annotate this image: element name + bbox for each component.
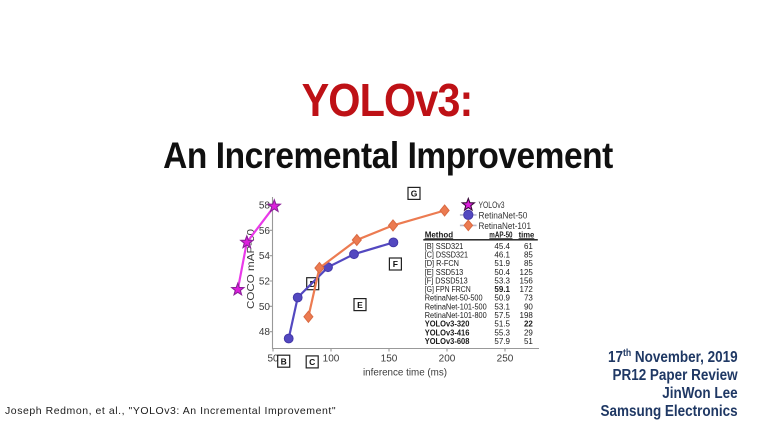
svg-text:198: 198 <box>520 311 534 320</box>
svg-text:B: B <box>281 356 287 366</box>
svg-text:45.4: 45.4 <box>494 242 510 251</box>
svg-text:50: 50 <box>259 302 271 313</box>
svg-text:50: 50 <box>267 354 279 365</box>
svg-text:51.9: 51.9 <box>494 259 510 268</box>
svg-text:46.1: 46.1 <box>494 251 510 260</box>
svg-text:Method: Method <box>425 230 454 239</box>
svg-text:YOLOv3: YOLOv3 <box>479 200 505 210</box>
svg-text:time: time <box>519 230 535 239</box>
svg-text:250: 250 <box>497 354 514 365</box>
svg-text:COCO mAP-50: COCO mAP-50 <box>245 229 257 309</box>
svg-text:[B] SSD321: [B] SSD321 <box>425 242 464 251</box>
svg-text:100: 100 <box>323 354 340 365</box>
svg-text:[F] DSSD513: [F] DSSD513 <box>425 277 468 286</box>
svg-text:50.4: 50.4 <box>494 268 510 277</box>
svg-text:C: C <box>309 357 315 367</box>
svg-text:53.3: 53.3 <box>494 277 510 286</box>
svg-text:YOLOv3-320: YOLOv3-320 <box>425 320 470 329</box>
svg-text:RetinaNet-50: RetinaNet-50 <box>479 210 528 220</box>
svg-text:YOLOv3-416: YOLOv3-416 <box>425 328 470 337</box>
svg-text:61: 61 <box>524 242 533 251</box>
svg-text:150: 150 <box>381 354 398 365</box>
svg-text:YOLOv3-608: YOLOv3-608 <box>425 337 470 346</box>
svg-text:E: E <box>357 300 363 310</box>
svg-text:55.3: 55.3 <box>494 328 510 337</box>
svg-text:RetinaNet-101-800: RetinaNet-101-800 <box>425 311 487 320</box>
svg-text:53.1: 53.1 <box>494 302 510 311</box>
svg-text:59.1: 59.1 <box>494 285 510 294</box>
svg-text:22: 22 <box>524 320 533 329</box>
svg-text:[C] DSSD321: [C] DSSD321 <box>425 251 469 260</box>
svg-text:[D] R-FCN: [D] R-FCN <box>425 259 460 268</box>
svg-text:172: 172 <box>520 285 534 294</box>
svg-text:125: 125 <box>520 268 534 277</box>
svg-text:RetinaNet-101: RetinaNet-101 <box>479 221 532 231</box>
svg-text:inference time (ms): inference time (ms) <box>363 367 447 379</box>
svg-text:RetinaNet-50-500: RetinaNet-50-500 <box>425 294 483 303</box>
svg-text:[E] SSD513: [E] SSD513 <box>425 268 464 277</box>
svg-text:50.9: 50.9 <box>494 294 510 303</box>
svg-text:85: 85 <box>524 251 533 260</box>
svg-text:54: 54 <box>259 251 271 262</box>
svg-text:G: G <box>411 189 418 199</box>
svg-text:56: 56 <box>259 226 271 237</box>
svg-text:51: 51 <box>524 337 533 346</box>
svg-text:mAP-50: mAP-50 <box>489 230 513 239</box>
svg-text:58: 58 <box>259 201 271 212</box>
svg-text:90: 90 <box>524 302 533 311</box>
svg-text:F: F <box>393 259 398 269</box>
svg-text:57.5: 57.5 <box>494 311 510 320</box>
svg-text:[G] FPN FRCN: [G] FPN FRCN <box>425 285 471 294</box>
svg-text:200: 200 <box>439 354 456 365</box>
svg-text:RetinaNet-101-500: RetinaNet-101-500 <box>425 302 487 311</box>
svg-text:57.9: 57.9 <box>494 337 510 346</box>
svg-text:51.5: 51.5 <box>494 320 510 329</box>
svg-text:52: 52 <box>259 277 271 288</box>
svg-text:73: 73 <box>524 294 533 303</box>
svg-text:85: 85 <box>524 259 533 268</box>
svg-text:48: 48 <box>259 327 271 338</box>
svg-text:156: 156 <box>520 277 534 286</box>
svg-text:29: 29 <box>524 328 533 337</box>
